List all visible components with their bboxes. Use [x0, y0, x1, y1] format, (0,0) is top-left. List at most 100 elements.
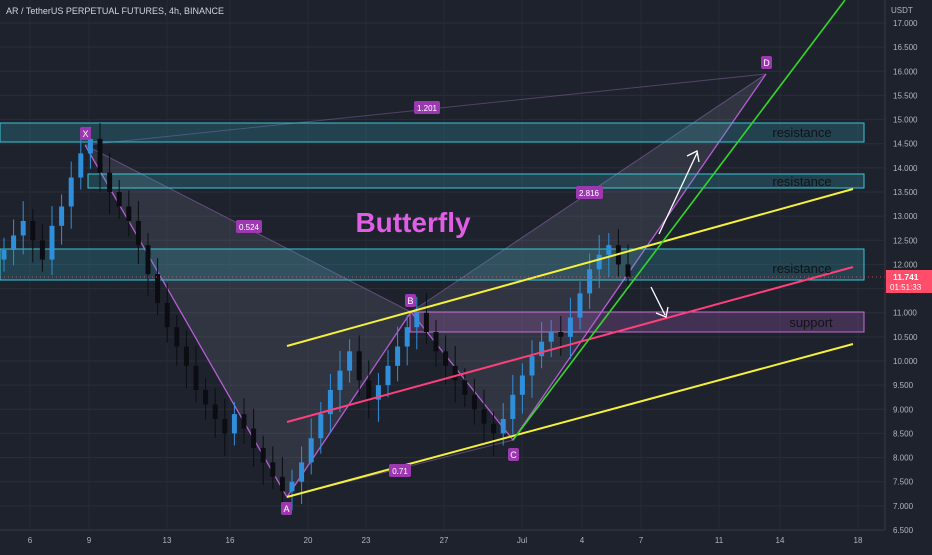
channel-upper-line[interactable]	[286, 188, 854, 347]
price-tick-label: 16.000	[893, 67, 918, 76]
candle-body	[337, 370, 343, 390]
candle-body	[78, 153, 84, 178]
candle-body	[423, 312, 429, 333]
candle-body	[20, 220, 26, 236]
arrow-up	[658, 152, 698, 235]
arrows	[650, 150, 700, 318]
resistance-zone-3[interactable]	[0, 248, 865, 281]
candle-body	[567, 317, 573, 337]
candle-body	[155, 274, 161, 304]
price-tick-label: 8.500	[893, 429, 914, 438]
candle-body	[30, 220, 36, 241]
channel[interactable]	[286, 0, 854, 498]
point-x: X	[82, 129, 88, 139]
time-tick-label: 27	[440, 536, 449, 545]
resistance-zone-1[interactable]	[0, 122, 865, 143]
candle-body	[318, 414, 324, 439]
price-tick-label: 11.000	[893, 309, 917, 318]
arrow-up-head	[686, 150, 700, 163]
zones[interactable]	[0, 122, 865, 333]
channel-lower-line[interactable]	[286, 343, 854, 498]
ratio-labels: 0.524 0.71 2.816 1.201	[236, 101, 603, 477]
candle-body	[414, 312, 420, 328]
time-axis[interactable]: 6 9 13 16 20 23 27 Jul 4 7 11 14 18	[0, 529, 885, 550]
candle-body	[347, 351, 353, 371]
candles	[1, 122, 631, 511]
candle-body	[366, 380, 372, 400]
resistance-zone-2[interactable]	[87, 173, 865, 189]
channel-mid-line[interactable]	[286, 266, 854, 423]
resistance-label-2: resistance	[772, 174, 831, 189]
point-b-bg	[405, 294, 416, 307]
candle-body	[558, 332, 564, 337]
time-axis-bg	[0, 530, 885, 550]
resistance-label-1: resistance	[772, 125, 831, 140]
candle-body	[260, 447, 266, 463]
candle-body	[107, 172, 113, 192]
arrow-down	[650, 286, 666, 316]
time-tick-label: 4	[580, 536, 585, 545]
candle-body	[87, 138, 93, 154]
price-tick-label: 17.000	[893, 19, 918, 28]
ratio-xb: 0.524	[239, 223, 260, 232]
point-c-bg	[508, 448, 519, 461]
candle-body	[183, 346, 189, 366]
candle-body	[548, 332, 554, 342]
candle-body	[251, 428, 257, 448]
candle-body	[97, 138, 103, 173]
resistance-label-3: resistance	[772, 261, 831, 276]
time-tick-label: 13	[163, 536, 172, 545]
time-tick-label: 16	[226, 536, 235, 545]
candle-body	[231, 414, 237, 434]
price-tick-label: 9.000	[893, 405, 914, 414]
candle-body	[327, 389, 333, 415]
price-tick-label: 10.000	[893, 357, 918, 366]
ratio-xb-bg	[236, 220, 262, 233]
time-tick-label: 11	[715, 536, 724, 545]
candle-body	[452, 365, 458, 381]
time-ticks: 6 9 13 16 20 23 27 Jul 4 7 11 14 18	[28, 536, 863, 545]
price-tick-label: 7.500	[893, 478, 914, 487]
price-tick-label: 13.500	[893, 188, 918, 197]
ratio-xd: 1.201	[417, 104, 438, 113]
price-ticks: 17.000 16.500 16.000 15.500 15.000 14.500 14.0…	[893, 19, 918, 535]
time-tick-label: Jul	[517, 536, 527, 545]
candle-body	[164, 303, 170, 328]
price-axis-currency: USDT	[891, 6, 913, 15]
time-tick-label: 7	[639, 536, 644, 545]
point-a-bg	[281, 502, 292, 515]
price-tick-label: 12.000	[893, 260, 918, 269]
candle-body	[443, 351, 449, 366]
candle-body	[11, 235, 17, 250]
candle-body	[481, 409, 487, 424]
trendline-green[interactable]	[512, 0, 846, 441]
point-a: A	[283, 504, 289, 514]
ratio-xd-bg	[414, 101, 440, 114]
candle-body	[212, 404, 218, 419]
price-tick-label: 13.000	[893, 212, 918, 221]
price-tick-label: 15.500	[893, 91, 918, 100]
candle-body	[587, 269, 593, 294]
ratio-ac: 0.71	[392, 467, 408, 476]
point-labels: X A B C D	[80, 56, 772, 515]
price-tick-label: 15.000	[893, 116, 918, 125]
support-zone[interactable]	[409, 311, 865, 333]
last-price-badge	[886, 270, 932, 293]
candle-body	[279, 476, 285, 492]
point-b: B	[407, 296, 413, 306]
candle-body	[1, 249, 7, 260]
candle-body	[270, 462, 276, 477]
candle-body	[395, 346, 401, 366]
candle-body	[39, 240, 45, 260]
time-tick-label: 18	[854, 536, 863, 545]
candle-body	[145, 245, 151, 275]
point-c: C	[510, 450, 517, 460]
price-tick-label: 7.000	[893, 502, 914, 511]
price-tick-label: 14.000	[893, 164, 918, 173]
price-tick-label: 8.000	[893, 454, 914, 463]
price-axis[interactable]: USDT 17.000 16.500 16.000 15.500 15.000 14.50…	[884, 0, 932, 535]
candle-body	[510, 394, 516, 419]
candle-body	[68, 177, 74, 207]
